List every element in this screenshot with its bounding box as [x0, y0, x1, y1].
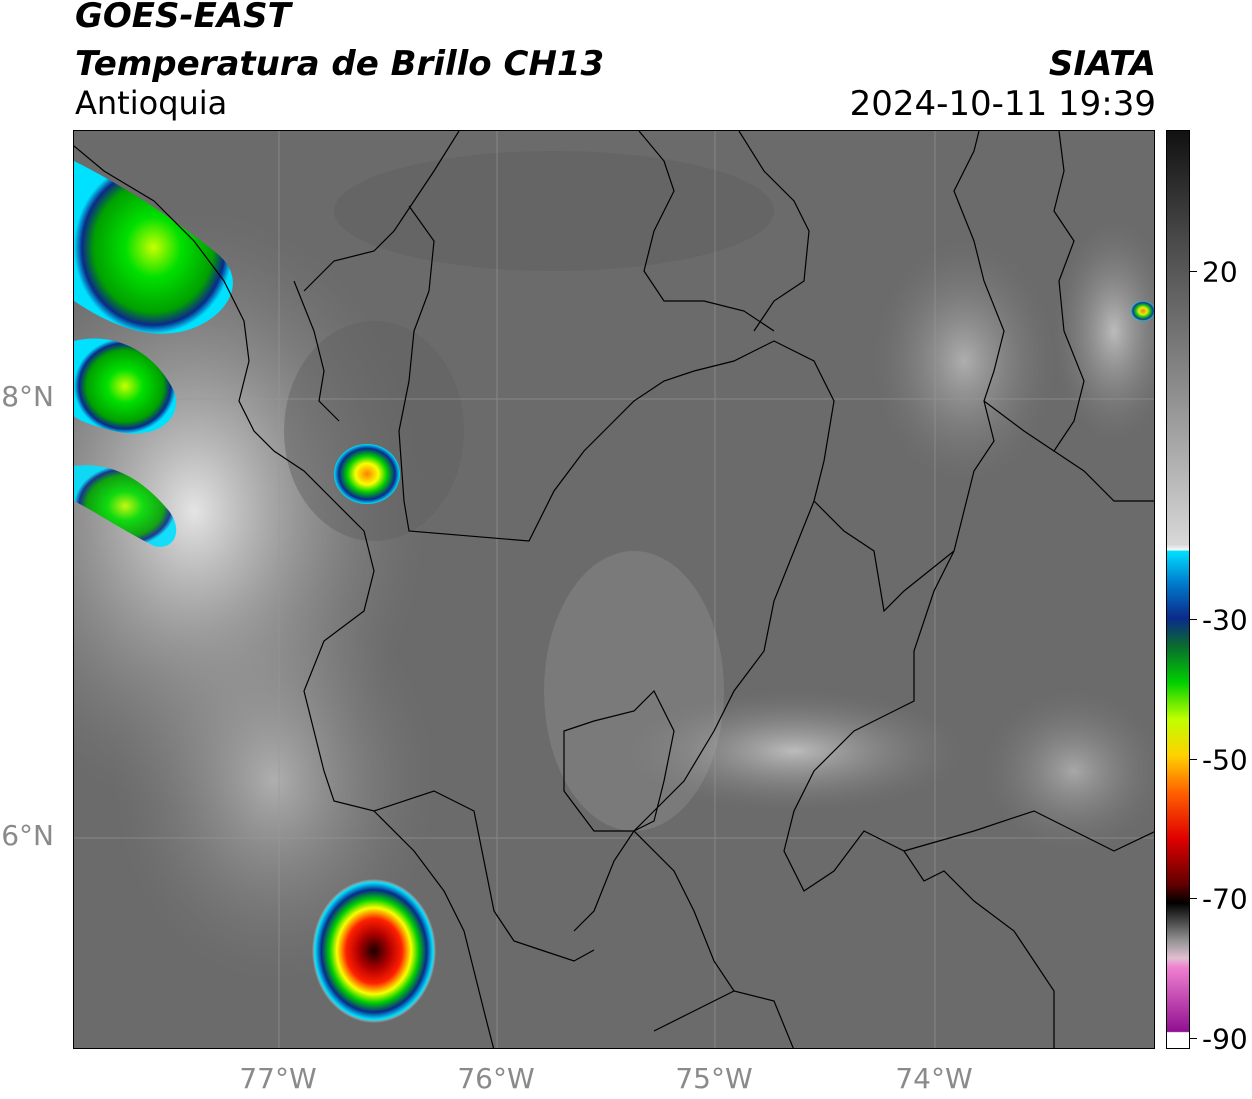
satellite-title: GOES-EAST [75, 0, 291, 36]
colorbar [1166, 130, 1190, 1049]
lon-label-74w: 74°W [895, 1062, 973, 1095]
graticule [74, 131, 1154, 1048]
map-canvas [74, 131, 1154, 1048]
borders [74, 131, 1154, 1048]
cloud-cell-center [334, 444, 400, 504]
cloud-cell-sw [74, 465, 177, 547]
satellite-map[interactable] [73, 130, 1155, 1049]
colorbar-tick-mark [1189, 759, 1197, 760]
colorbar-tick-20: 20 [1202, 255, 1238, 289]
storm-cell-south [312, 879, 436, 1023]
agency-label: SIATA [1048, 44, 1156, 84]
colorbar-tick-mark [1189, 271, 1197, 272]
region-label: Antioquia [75, 84, 228, 122]
colorbar-tick-mark [1189, 1038, 1197, 1039]
cloud-cell-nw [74, 161, 233, 334]
colorbar-tick-mark [1189, 619, 1197, 620]
colorbar-tick-minus90: -90 [1202, 1022, 1248, 1056]
datetime-label: 2024-10-11 19:39 [849, 84, 1156, 124]
lat-label-6n: 6°N [1, 819, 54, 852]
lon-label-75w: 75°W [675, 1062, 753, 1095]
product-title: Temperatura de Brillo CH13 [75, 44, 605, 84]
lon-label-77w: 77°W [239, 1062, 317, 1095]
colorbar-tick-mark [1189, 898, 1197, 899]
cloud-cell-east [1131, 301, 1154, 321]
colorbar-canvas [1167, 131, 1189, 1048]
colorbar-tick-minus70: -70 [1202, 882, 1248, 916]
lon-label-76w: 76°W [457, 1062, 535, 1095]
lat-label-8n: 8°N [1, 380, 54, 413]
colorbar-tick-minus30: -30 [1202, 603, 1248, 637]
cloud-cell-w [74, 338, 176, 434]
colorbar-tick-minus50: -50 [1202, 743, 1248, 777]
